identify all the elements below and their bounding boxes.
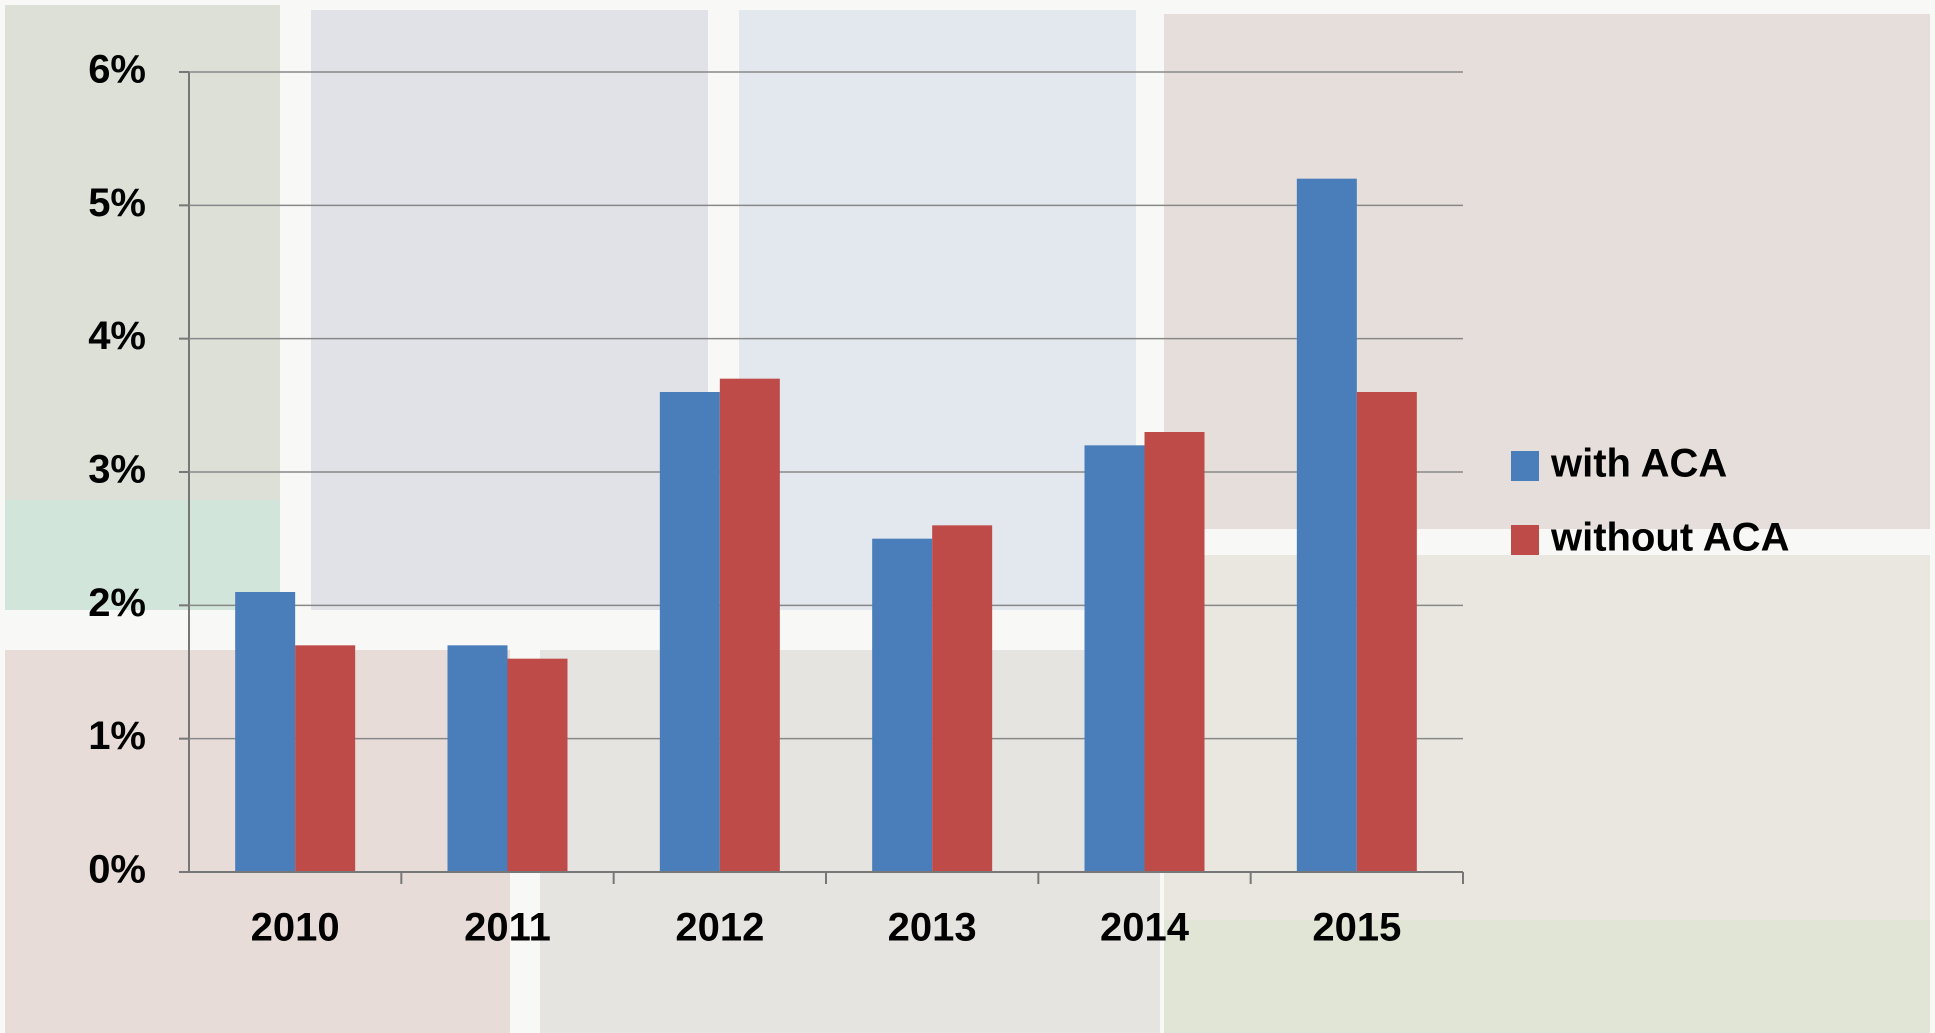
bar [447,645,508,872]
x-tick-label: 2011 [464,906,551,950]
bar [1356,392,1417,872]
x-tick-label: 2014 [1100,906,1190,950]
bar [1296,178,1357,872]
photo-panel [1164,14,1930,529]
y-tick-label: 3% [88,448,146,492]
x-tick-label: 2013 [888,906,977,950]
bar [507,658,568,872]
photo-panel [540,650,1160,1033]
bar [932,525,993,872]
photo-panel [739,10,1136,610]
bar [235,592,296,872]
bar [1084,445,1145,872]
legend-swatch [1511,525,1539,555]
y-tick-label: 6% [88,48,146,92]
y-tick-label: 4% [88,314,146,358]
y-tick-label: 1% [88,714,146,758]
legend-label: with ACA [1550,442,1727,486]
x-tick-label: 2012 [675,906,764,950]
x-tick-label: 2010 [251,906,340,950]
photo-panel [311,10,708,610]
bar [872,538,933,872]
bar [659,392,720,872]
photo-panel [5,500,280,610]
bar [719,378,780,872]
photo-panel [1164,920,1930,1033]
y-tick-label: 5% [88,181,146,225]
bar [295,645,356,872]
x-tick-label: 2015 [1312,906,1401,950]
y-tick-label: 2% [88,581,146,625]
legend-swatch [1511,451,1539,481]
legend-label: without ACA [1550,516,1789,560]
bar [1144,432,1205,872]
y-tick-label: 0% [88,848,146,892]
